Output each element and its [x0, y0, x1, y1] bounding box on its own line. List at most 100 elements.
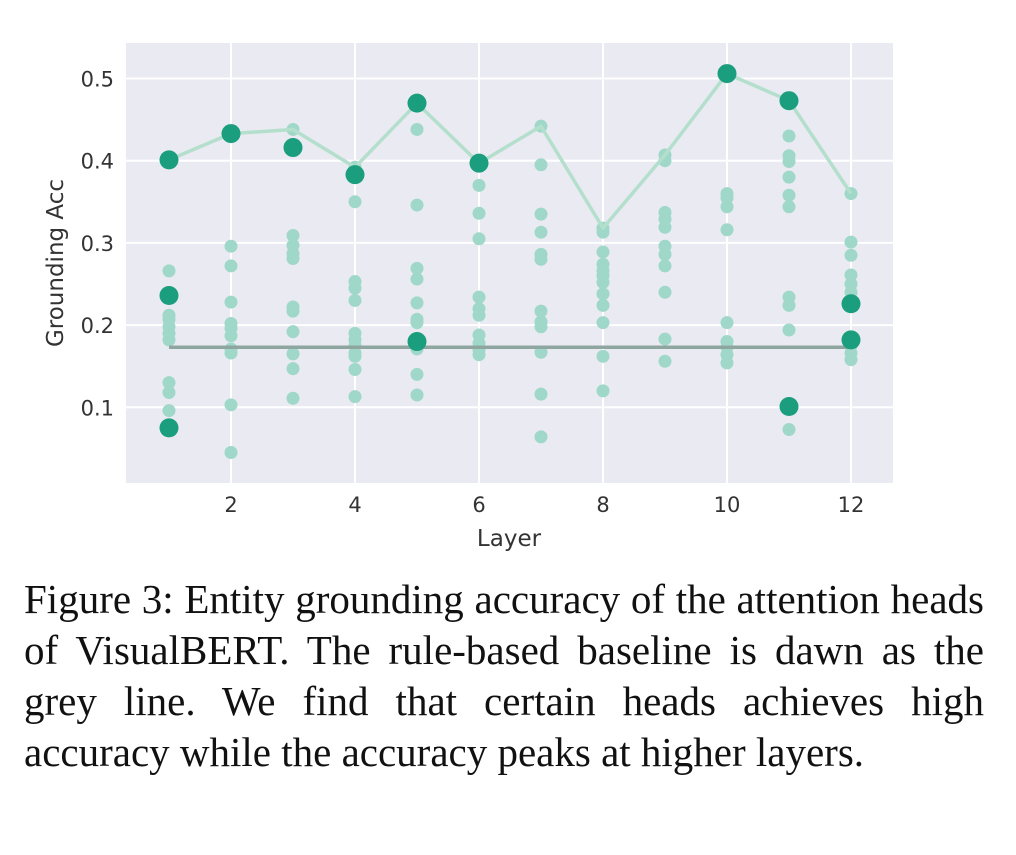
highlighted-head-point — [407, 93, 427, 113]
head-point — [596, 275, 610, 289]
x-tick-labels: 2 4 6 8 10 12 — [224, 493, 864, 517]
head-point — [782, 188, 796, 202]
head-point — [596, 384, 610, 398]
head-point — [410, 388, 424, 402]
head-point — [348, 281, 362, 295]
head-point — [472, 232, 486, 246]
x-tick-label: 4 — [348, 493, 361, 517]
head-point — [596, 316, 610, 330]
head-point — [224, 239, 238, 253]
highlighted-head-point — [779, 91, 799, 111]
head-point — [162, 333, 176, 347]
y-axis-label: Grounding Acc — [43, 179, 69, 347]
head-point — [844, 248, 858, 262]
head-point — [720, 200, 734, 214]
head-point — [658, 354, 672, 368]
head-point — [534, 158, 548, 172]
head-point — [844, 268, 858, 282]
head-point — [782, 155, 796, 169]
head-point — [782, 129, 796, 143]
head-point — [596, 287, 610, 301]
highlighted-head-point — [283, 138, 303, 158]
plot-area — [126, 43, 893, 483]
y-tick-label: 0.2 — [81, 314, 114, 338]
head-point — [658, 247, 672, 261]
head-point — [224, 259, 238, 273]
head-point — [782, 170, 796, 184]
head-point — [224, 346, 238, 360]
head-point — [658, 332, 672, 346]
head-point — [534, 430, 548, 444]
y-tick-label: 0.4 — [81, 150, 114, 174]
head-point — [286, 304, 300, 318]
y-tick-labels: 0.1 0.2 0.3 0.4 0.5 — [81, 68, 114, 421]
y-tick-label: 0.3 — [81, 232, 114, 256]
x-axis-label: Layer — [477, 526, 542, 552]
head-point — [472, 206, 486, 220]
highlighted-head-point — [717, 64, 737, 84]
x-tick-label: 2 — [224, 493, 237, 517]
head-point — [534, 320, 548, 334]
head-point — [410, 261, 424, 275]
x-tick-label: 12 — [838, 493, 865, 517]
head-point — [720, 316, 734, 330]
head-point — [472, 290, 486, 304]
head-point — [596, 349, 610, 363]
x-tick-label: 8 — [596, 493, 609, 517]
head-point — [720, 223, 734, 237]
head-point — [534, 225, 548, 239]
head-point — [844, 235, 858, 249]
head-point — [596, 225, 610, 239]
highlighted-head-point — [841, 294, 861, 314]
head-point — [720, 356, 734, 370]
head-point — [286, 229, 300, 243]
head-point — [286, 252, 300, 266]
head-point — [782, 298, 796, 312]
max-accuracy-line — [168, 71, 853, 230]
head-point — [658, 259, 672, 273]
figure-caption: Figure 3: Entity grounding accuracy of t… — [24, 576, 984, 775]
head-point — [286, 391, 300, 405]
head-point — [410, 296, 424, 310]
head-point — [658, 285, 672, 299]
head-point — [596, 298, 610, 312]
head-point — [410, 198, 424, 212]
head-point — [472, 308, 486, 322]
highlighted-head-point — [841, 330, 861, 350]
head-point — [720, 191, 734, 205]
y-tick-label: 0.1 — [81, 396, 114, 420]
lines — [168, 71, 853, 350]
head-point — [534, 207, 548, 221]
highlighted-head-point — [345, 165, 365, 185]
head-point — [162, 376, 176, 390]
head-point — [410, 272, 424, 286]
head-point — [224, 295, 238, 309]
head-point — [348, 195, 362, 209]
highlighted-head-point — [779, 396, 799, 416]
highlighted-head-point — [469, 153, 489, 173]
head-point — [782, 422, 796, 436]
x-tick-label: 10 — [714, 493, 741, 517]
head-point — [162, 264, 176, 278]
head-point — [410, 316, 424, 330]
head-point — [782, 323, 796, 337]
head-point — [348, 362, 362, 376]
head-point — [534, 387, 548, 401]
head-point — [286, 325, 300, 339]
head-point — [410, 367, 424, 381]
head-point — [348, 349, 362, 363]
highlighted-head-point — [159, 286, 179, 306]
highlighted-head-point — [407, 332, 427, 352]
head-point — [472, 178, 486, 192]
head-point — [534, 252, 548, 266]
x-tick-label: 6 — [472, 493, 485, 517]
head-point — [286, 347, 300, 361]
highlighted-head-point — [159, 150, 179, 170]
head-point — [410, 122, 424, 136]
head-point — [224, 398, 238, 412]
head-point — [534, 304, 548, 318]
highlighted-head-point — [159, 418, 179, 438]
head-point — [286, 362, 300, 376]
head-point — [658, 220, 672, 234]
head-point — [782, 200, 796, 214]
